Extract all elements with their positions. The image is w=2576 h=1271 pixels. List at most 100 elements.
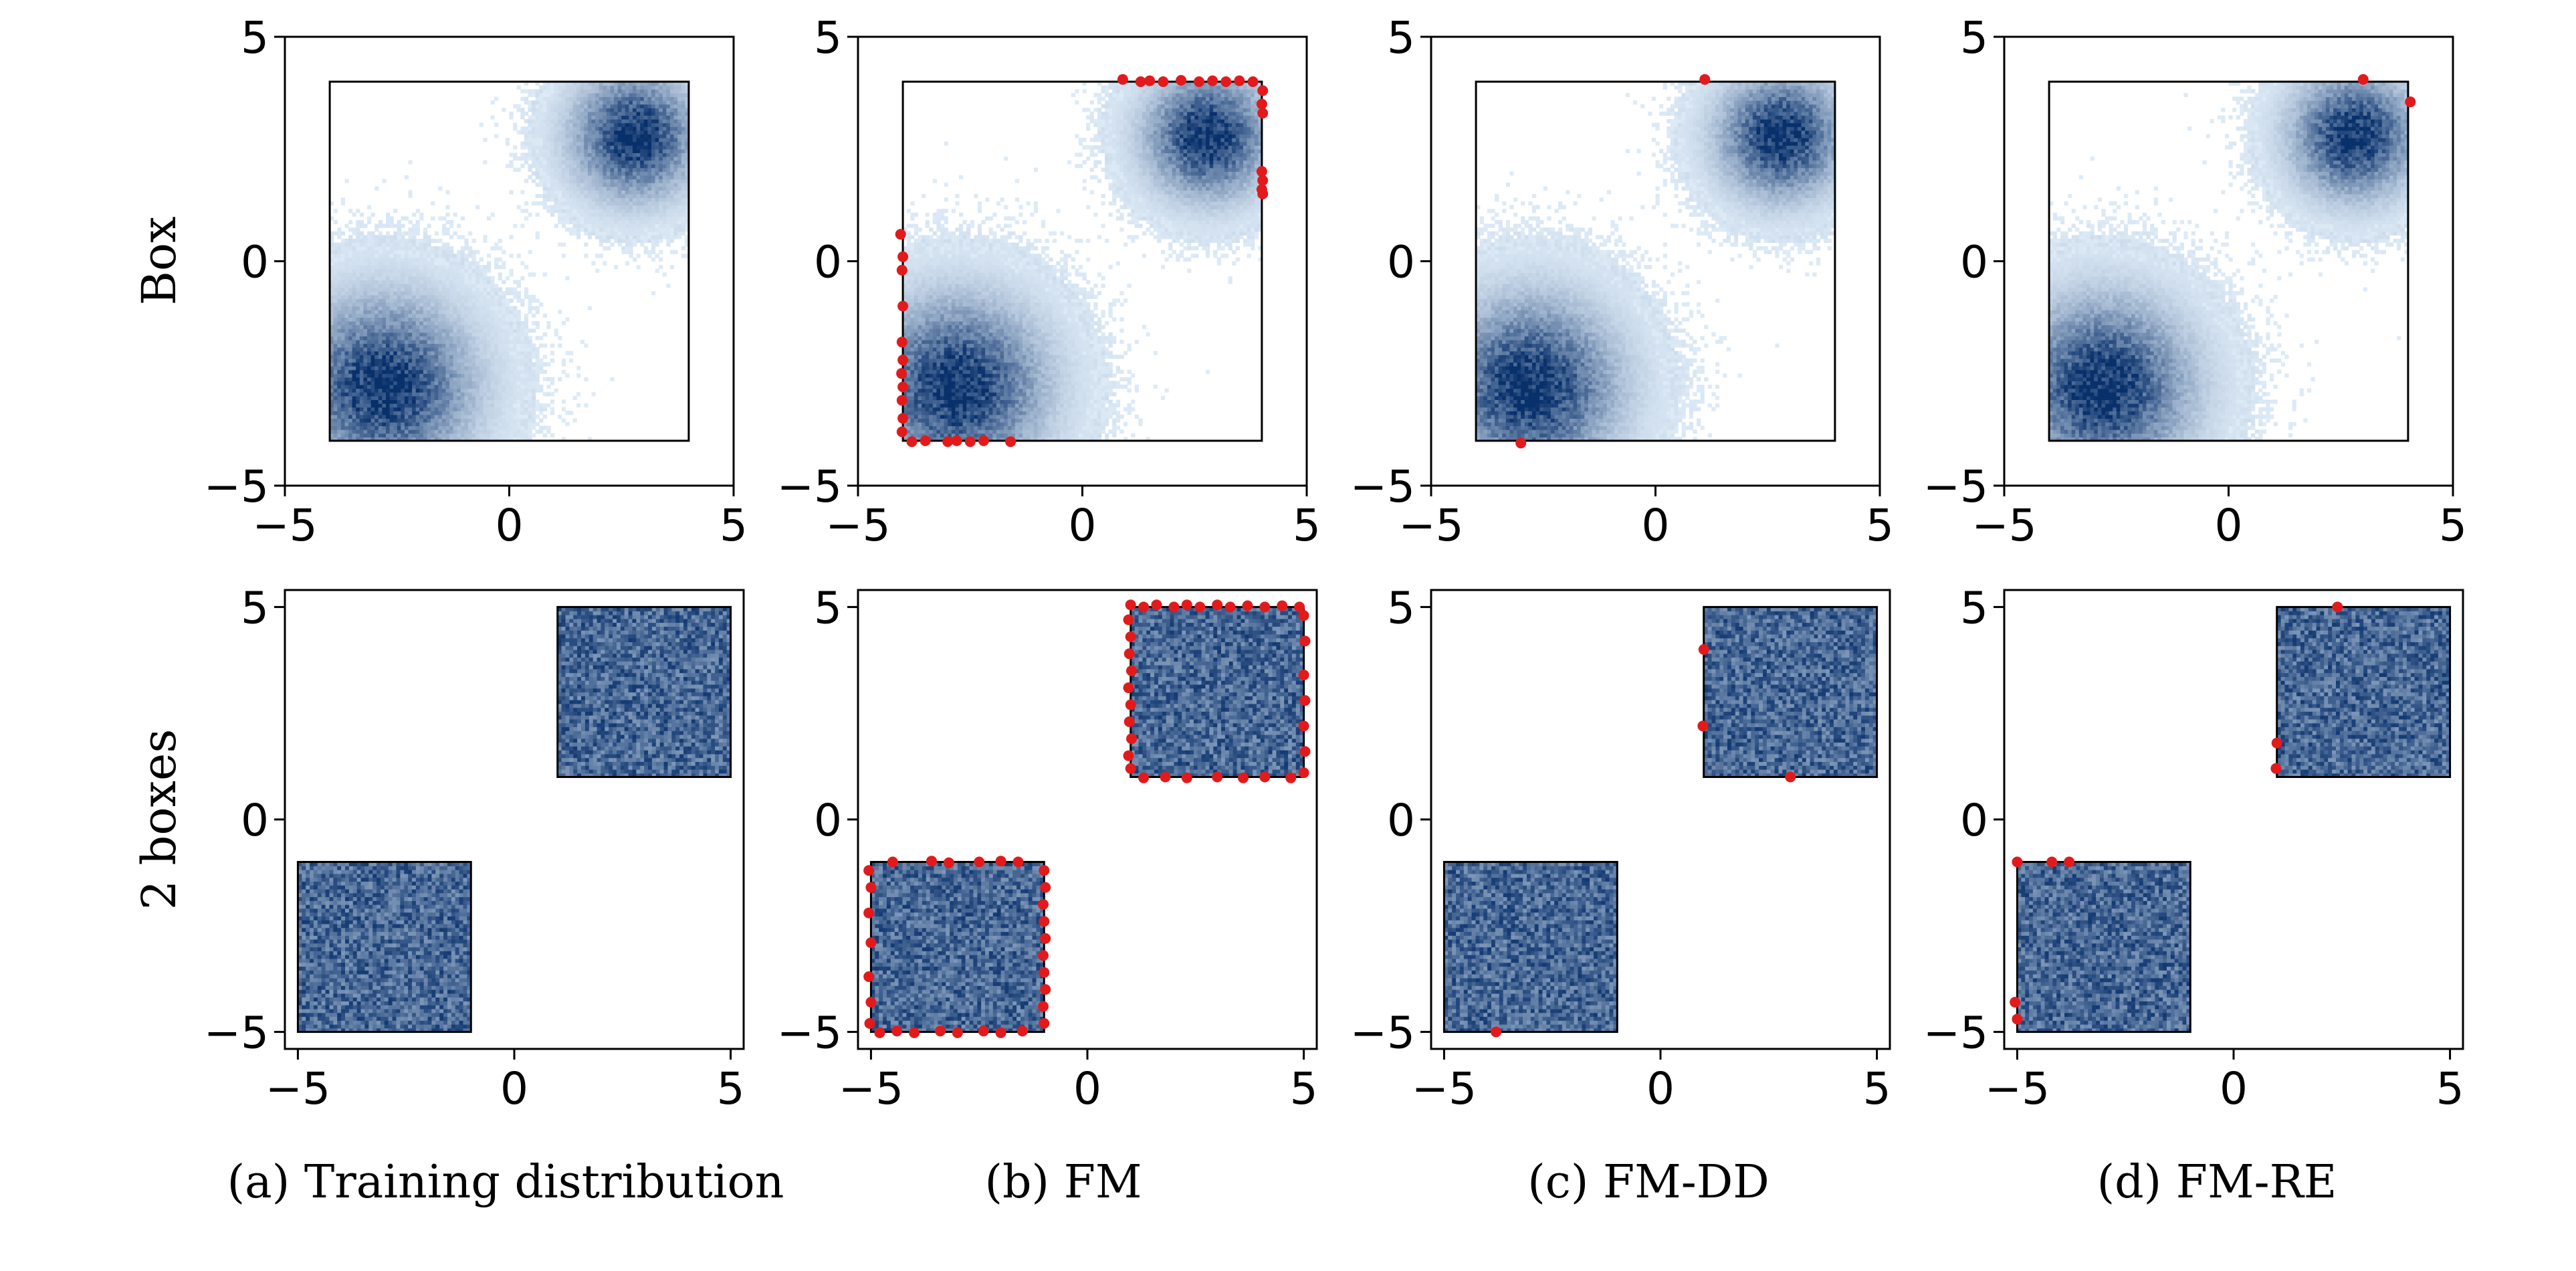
x-tick-label: −5 xyxy=(265,1063,330,1114)
violation-point xyxy=(1040,882,1051,893)
violation-point xyxy=(920,435,931,446)
violation-point xyxy=(926,856,937,867)
x-tick-label: 5 xyxy=(1290,1063,1318,1114)
violation-point xyxy=(1212,771,1223,783)
panel-7: −5 0 5 −5 0 5 xyxy=(1923,582,2464,1114)
violation-point xyxy=(1194,601,1206,613)
violation-point xyxy=(1277,600,1288,611)
y-tick-label: 5 xyxy=(1387,582,1415,633)
y-tick-label: 0 xyxy=(814,795,842,846)
violation-point xyxy=(1298,610,1309,621)
panel-1: −5 0 5 −5 0 5 xyxy=(777,12,1321,551)
violation-point xyxy=(863,971,875,982)
constraint-box xyxy=(556,605,732,778)
violation-point xyxy=(865,937,877,949)
violation-point xyxy=(1181,772,1192,783)
violation-point xyxy=(874,1027,885,1038)
violation-point xyxy=(1259,771,1271,783)
violation-point xyxy=(2357,74,2369,85)
row-label-2-boxes: 2 boxes xyxy=(132,729,187,910)
violation-point xyxy=(895,229,906,240)
violation-point xyxy=(1168,601,1180,613)
violation-point xyxy=(1005,436,1016,448)
violation-point xyxy=(1117,74,1128,85)
violation-point xyxy=(1699,74,1711,85)
y-tick-label: 0 xyxy=(241,237,269,288)
violation-point xyxy=(1256,98,1267,110)
y-tick-label: 0 xyxy=(814,237,842,288)
violation-point xyxy=(1160,771,1171,783)
x-tick-label: 0 xyxy=(500,1063,528,1114)
violation-point xyxy=(896,264,907,276)
violation-point xyxy=(1040,933,1051,944)
panel-6: −5 0 5 −5 0 5 xyxy=(1350,582,1891,1114)
violation-point xyxy=(1123,716,1135,727)
violation-point xyxy=(1698,644,1709,655)
violation-point xyxy=(974,856,985,868)
violation-point xyxy=(1697,720,1709,732)
x-tick-label: −5 xyxy=(252,500,317,551)
panel-2: −5 0 5 −5 0 5 xyxy=(1350,12,1894,551)
y-tick-label: −5 xyxy=(777,461,842,512)
x-tick-label: 5 xyxy=(1863,1063,1891,1114)
constraint-box xyxy=(296,861,472,1034)
y-tick-label: 0 xyxy=(1960,237,1988,288)
x-tick-label: 5 xyxy=(1866,500,1894,551)
violation-point xyxy=(1298,720,1309,732)
x-tick-label: 5 xyxy=(2439,500,2467,551)
violation-point xyxy=(1158,76,1169,88)
violation-point xyxy=(1515,437,1527,449)
density-heatmap xyxy=(298,607,732,1033)
violation-point xyxy=(863,865,875,876)
violation-point xyxy=(1257,85,1269,96)
density-heatmap xyxy=(330,82,689,442)
constraint-box xyxy=(1475,80,1836,442)
violation-point xyxy=(942,436,954,448)
density-heatmap xyxy=(2017,607,2451,1033)
violation-point xyxy=(1194,76,1204,88)
y-tick-label: −5 xyxy=(204,1007,269,1059)
violation-point xyxy=(2012,856,2023,868)
violation-point xyxy=(995,1027,1006,1038)
violation-point xyxy=(1491,1026,1502,1038)
constraint-box xyxy=(328,80,690,442)
violation-point xyxy=(896,395,907,406)
violation-point xyxy=(1151,599,1162,611)
violation-point xyxy=(1123,750,1134,761)
y-tick-label: 5 xyxy=(1387,12,1415,64)
violation-point xyxy=(897,413,909,424)
violation-point xyxy=(1299,695,1311,706)
panel-5: −5 0 5 −5 0 5 xyxy=(777,582,1318,1114)
violation-point xyxy=(1220,76,1232,88)
y-tick-label: 5 xyxy=(814,582,842,633)
violation-point xyxy=(1012,856,1024,868)
violation-point xyxy=(1126,733,1137,745)
violation-point xyxy=(1299,746,1311,757)
violation-point xyxy=(2012,1013,2023,1025)
violation-point xyxy=(896,336,907,348)
y-tick-label: −5 xyxy=(1350,1007,1415,1059)
y-tick-label: 0 xyxy=(1387,795,1415,846)
violation-point xyxy=(1125,763,1136,774)
violation-point xyxy=(865,882,877,893)
y-tick-label: 0 xyxy=(1960,795,1988,846)
x-tick-label: 5 xyxy=(1293,500,1321,551)
x-tick-label: 0 xyxy=(1073,1063,1101,1114)
violation-point xyxy=(964,436,976,448)
density-heatmap xyxy=(1476,82,1836,442)
violation-point xyxy=(1039,1017,1050,1029)
violation-point xyxy=(952,1027,963,1038)
violation-point xyxy=(897,251,909,262)
violation-point xyxy=(897,381,909,393)
violation-point xyxy=(1224,601,1236,613)
caption-fm-re: (d) FM-RE xyxy=(2097,1156,2337,1209)
violation-point xyxy=(1038,1001,1049,1012)
y-tick-label: 5 xyxy=(1960,12,1988,64)
x-tick-label: −5 xyxy=(1971,500,2036,551)
violation-point xyxy=(995,856,1006,867)
density-heatmap xyxy=(903,82,1263,442)
violation-point xyxy=(1257,108,1269,119)
x-tick-label: −5 xyxy=(1985,1063,2050,1114)
violation-point xyxy=(978,1025,989,1037)
